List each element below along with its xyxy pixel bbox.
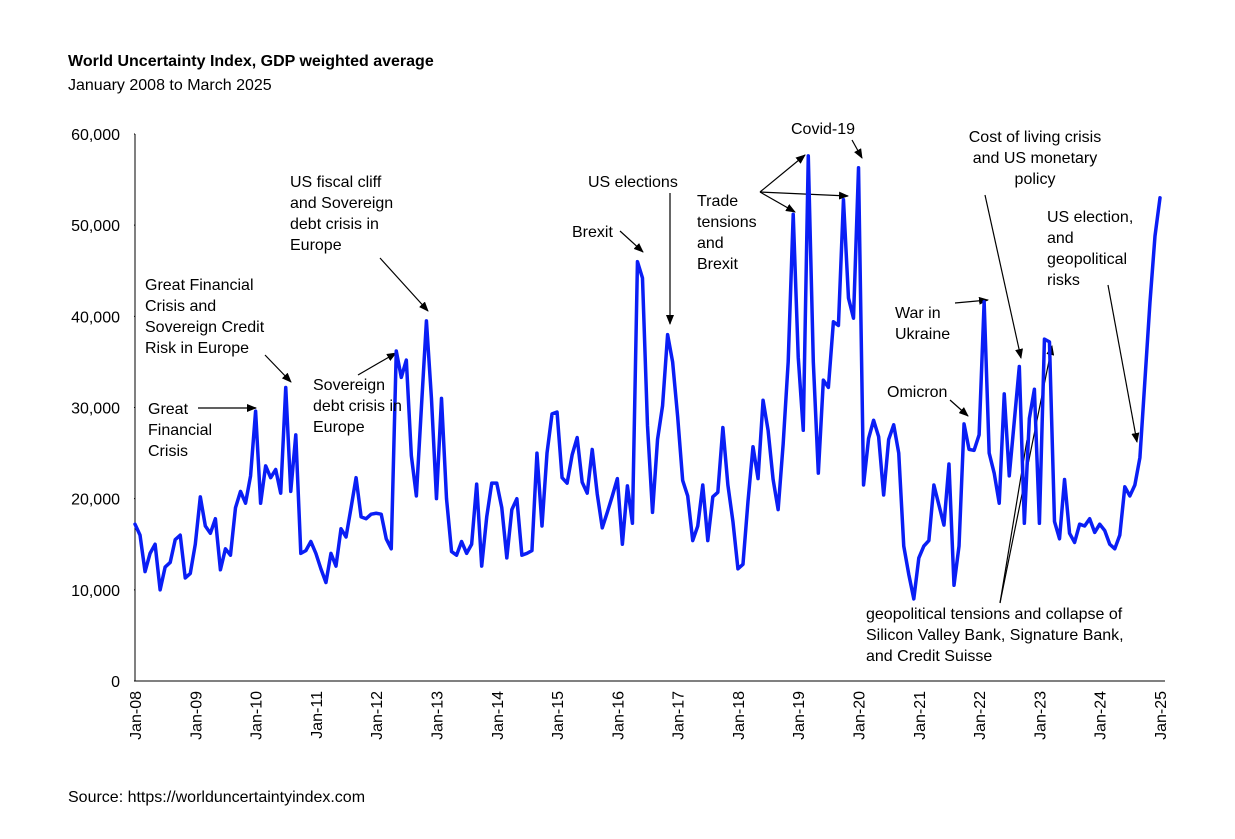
annotation-line: debt crisis in [290,216,379,233]
annotation-line: and [697,235,724,252]
annotation: geopolitical tensions and collapse of Sil… [866,606,1124,665]
annotation-line: Risk in Europe [145,340,249,357]
x-tick-label: Jan-11 [309,691,326,739]
annotation: Brexit [572,224,613,241]
x-tick-label: Jan-24 [1093,691,1110,740]
annotation-line: Brexit [572,224,613,241]
x-tick-label: Jan-13 [429,691,446,740]
annotation-line: geopolitical tensions and collapse of [866,606,1123,623]
annotation: War in Ukraine [895,305,950,343]
annotation: US election, and geopolitical risks [1047,209,1133,289]
annotation: Trade tensions and Brexit [697,193,757,273]
annotation-line: Omicron [887,384,947,401]
y-tick-label: 30,000 [71,401,120,418]
annotation-line: and Sovereign [290,195,393,212]
y-tick-label: 60,000 [71,127,120,144]
x-tick-label: Jan-20 [852,691,869,740]
x-tick-label: Jan-10 [249,691,266,740]
arrow [1107,284,1140,443]
annotation: Cost of living crisis and US monetary poli… [969,129,1101,188]
annotation-line: and US monetary [973,150,1098,167]
x-tick-label: Jan-18 [731,691,748,740]
x-tick-label: Jan-08 [128,691,145,740]
annotation: Covid-19 [791,121,855,138]
y-tick-label: 10,000 [71,583,120,600]
source-note: Source: https://worlduncertaintyindex.co… [68,789,365,806]
annotation-line: Europe [313,419,365,436]
x-tick-label: Jan-14 [490,691,507,740]
annotation-line: Brexit [697,256,738,273]
annotation-line: Sovereign [313,377,385,394]
annotation: US fiscal cliff and Sovereign debt crisis … [290,174,393,254]
annotation-line: Crisis and [145,298,216,315]
annotation-line: Europe [290,237,342,254]
x-tick-label: Jan-25 [1153,691,1170,740]
x-tick-label: Jan-17 [671,691,688,740]
annotation-line: Financial [148,422,212,439]
annotation: Sovereign debt crisis in Europe [313,377,402,436]
annotation-line: risks [1047,272,1080,289]
annotation-line: and Credit Suisse [866,648,992,665]
annotation: US elections [588,174,678,191]
chart-subtitle: January 2008 to March 2025 [68,77,272,94]
arrow [357,352,397,376]
x-tick-label: Jan-21 [912,691,929,740]
annotation-line: tensions [697,214,757,231]
annotation-line: Great [148,401,189,418]
chart-title: World Uncertainty Index, GDP weighted av… [68,53,434,70]
annotation-line: Sovereign Credit [145,319,265,336]
arrow [984,194,1023,359]
annotation-line: Covid-19 [791,121,855,138]
x-tick-label: Jan-12 [369,691,386,740]
arrow [954,296,989,305]
x-tick-label: Jan-15 [550,691,567,740]
annotation-line: debt crisis in [313,398,402,415]
data-line [133,154,1162,601]
annotation-line: Ukraine [895,326,950,343]
arrow [379,257,429,312]
arrow [851,139,863,159]
x-tick-label: Jan-23 [1032,691,1049,740]
arrow [759,191,849,200]
x-tick-label: Jan-19 [791,691,808,740]
annotation-line: US election, [1047,209,1133,226]
y-tick-label: 0 [111,674,120,691]
y-tick-label: 50,000 [71,218,120,235]
annotation-line: and [1047,230,1074,247]
annotation-line: Great Financial [145,277,254,294]
annotation-line: US fiscal cliff [290,174,382,191]
annotation-line: US elections [588,174,678,191]
arrow [949,399,969,417]
x-tick-label: Jan-09 [188,691,205,740]
annotation: Great Financial Crisis and Sovereign Credi… [145,277,265,357]
y-tick-label: 40,000 [71,309,120,326]
annotation-line: geopolitical [1047,251,1127,268]
arrow [264,354,292,383]
annotation-line: War in [895,305,941,322]
arrow [619,230,644,253]
annotation-line: Crisis [148,443,188,460]
annotation-line: Trade [697,193,738,210]
annotation-line: Silicon Valley Bank, Signature Bank, [866,627,1124,644]
annotation: Great Financial Crisis [148,401,212,460]
annotation-line: policy [1015,171,1056,188]
annotation-line: Cost of living crisis [969,129,1101,146]
y-tick-label: 20,000 [71,492,120,509]
x-tick-label: Jan-16 [610,691,627,740]
x-tick-label: Jan-22 [972,691,989,740]
arrow [759,191,796,213]
arrow [759,154,806,193]
annotation: Omicron [887,384,947,401]
